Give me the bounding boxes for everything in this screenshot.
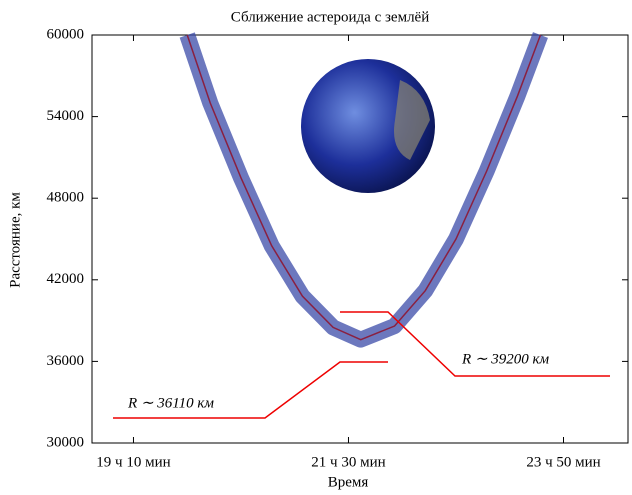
x-axis-label: Время [328,474,369,490]
y-tick-label: 30000 [47,434,85,450]
y-axis-label: Расстояние, км [7,192,23,288]
callout-line [113,361,388,419]
plot-frame [91,34,629,444]
y-tick-label: 48000 [47,190,85,206]
callout-line [340,311,610,377]
x-tick-label: 23 ч 50 мин [526,454,600,470]
chart-title: Сближение астероида с землёй [231,9,430,25]
x-tick-label: 19 ч 10 мин [96,454,170,470]
y-tick-label: 42000 [47,271,85,287]
earth-land [394,80,430,160]
y-tick-label: 60000 [47,26,85,42]
x-tick-label: 21 ч 30 мин [311,454,385,470]
y-tick-label: 54000 [47,108,85,124]
y-tick-label: 36000 [47,353,85,369]
annotation: R ∼ 36110 км [127,395,214,411]
annotation: R ∼ 39200 км [461,351,549,367]
trajectory-line [186,34,542,341]
